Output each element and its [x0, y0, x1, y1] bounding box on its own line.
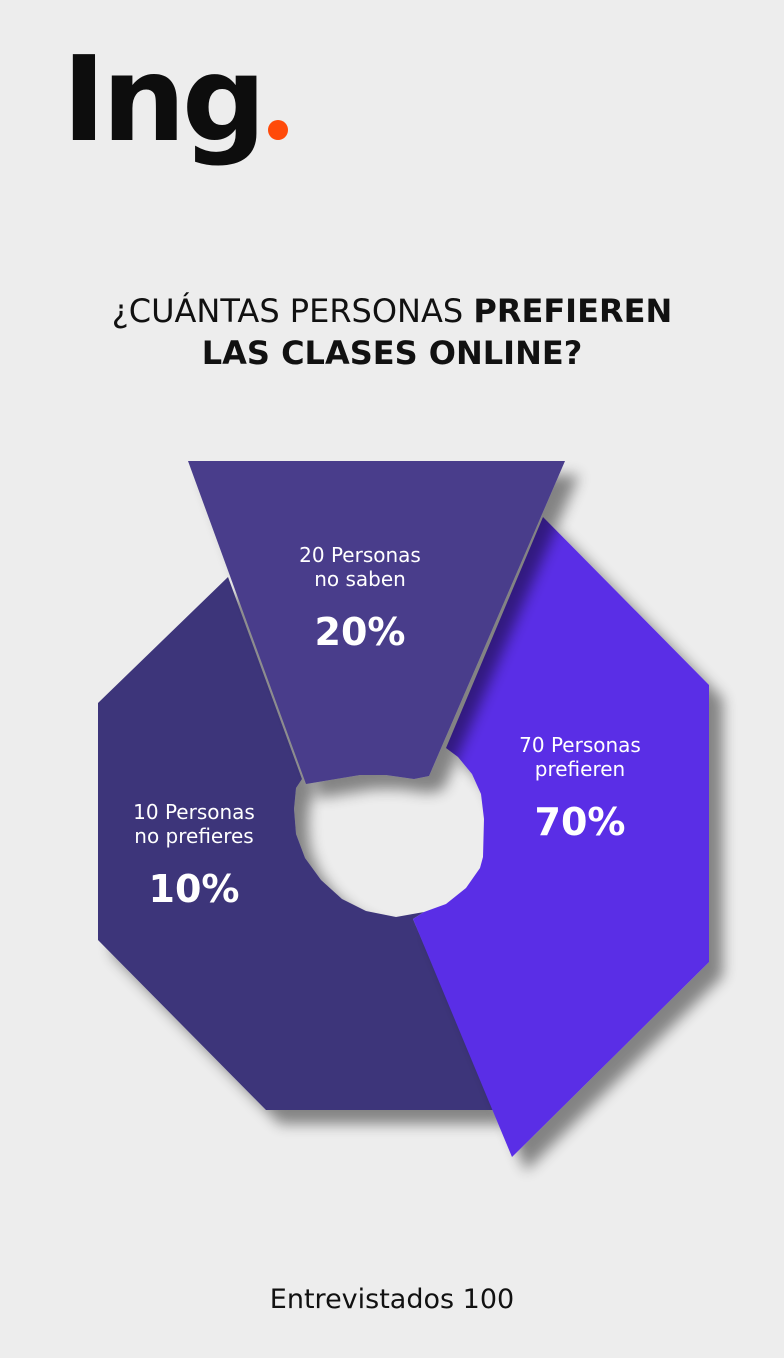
slice-label-line2: prefieren — [535, 757, 625, 781]
slice-prefieren — [413, 517, 709, 1157]
slice-percent-label: 70% — [535, 800, 626, 844]
logo-text: Ing — [62, 30, 266, 168]
slice-label-line2: no prefieres — [134, 824, 253, 848]
slice-label-line2: no saben — [314, 567, 406, 591]
chart-title: ¿CUÁNTAS PERSONAS PREFIEREN LAS CLASES O… — [0, 290, 784, 374]
slice-percent-label: 20% — [315, 610, 406, 654]
respondents-total: Entrevistados 100 — [269, 1284, 515, 1315]
title-part1: ¿CUÁNTAS PERSONAS — [111, 292, 474, 330]
slice-label-line1: 20 Personas — [299, 543, 421, 567]
slice-no-prefieres — [98, 577, 494, 1110]
slice-percent-label: 10% — [149, 867, 240, 911]
brand-logo: Ing — [62, 30, 289, 168]
title-part2: PREFIEREN — [473, 292, 673, 330]
slice-label-line1: 70 Personas — [519, 733, 641, 757]
slice-no-saben — [188, 461, 565, 784]
logo-dot-icon — [268, 120, 289, 140]
slice-label-line1: 10 Personas — [133, 800, 255, 824]
title-part3: LAS CLASES ONLINE? — [201, 334, 583, 372]
